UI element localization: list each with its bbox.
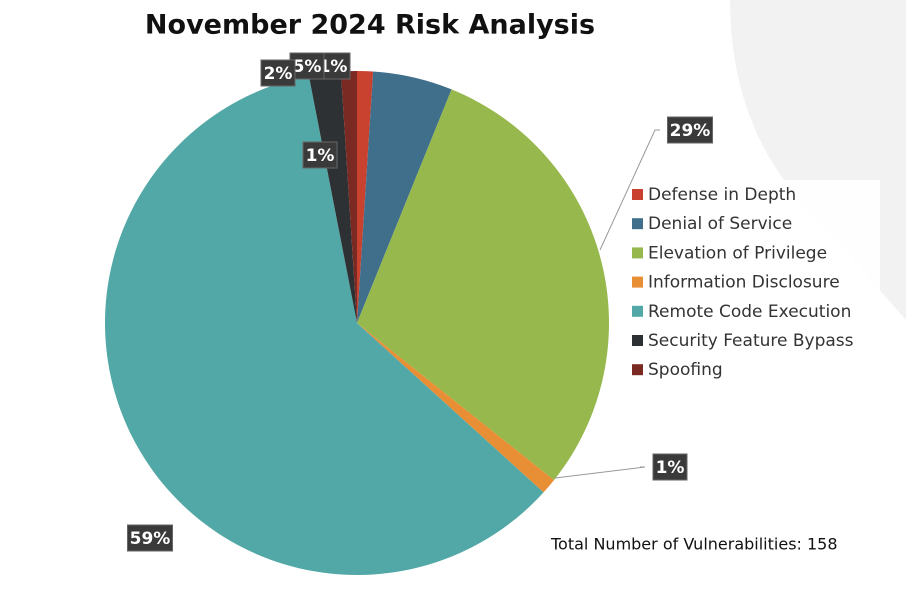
legend-swatch <box>632 276 643 288</box>
legend-label: Spoofing <box>648 360 723 380</box>
data-label: 1% <box>306 146 335 166</box>
data-label: 1% <box>656 458 685 478</box>
legend-swatch <box>632 218 643 230</box>
legend-swatch <box>632 364 643 376</box>
label-box <box>289 52 325 80</box>
label-box <box>260 59 296 87</box>
legend-label: Information Disclosure <box>648 273 840 293</box>
legend-label: Elevation of Privilege <box>648 243 827 263</box>
pie-slice <box>105 75 544 575</box>
leader-line <box>554 466 646 479</box>
legend-swatch <box>632 189 643 200</box>
chart-title: November 2024 Risk Analysis <box>145 10 595 41</box>
pie-slice <box>340 71 357 323</box>
data-label: 29% <box>670 121 711 141</box>
legend-label: Defense in Depth <box>648 185 796 205</box>
legend-label: Denial of Service <box>648 214 792 234</box>
data-label: 2% <box>264 64 293 84</box>
legend-box <box>624 180 880 382</box>
pie-slice <box>357 323 555 493</box>
annotation: Total Number of Vulnerabilities: 158 <box>550 535 838 554</box>
leader-line <box>599 129 660 251</box>
data-label: 1% <box>319 57 348 77</box>
pie-slice <box>308 71 357 323</box>
pie-slice <box>357 71 374 323</box>
legend-label: Security Feature Bypass <box>648 331 854 351</box>
data-label: 5% <box>293 57 322 77</box>
label-box <box>302 141 338 169</box>
label-box <box>127 524 173 552</box>
pie-slice <box>357 89 610 481</box>
label-box <box>667 116 713 144</box>
label-box <box>652 453 688 481</box>
data-label: 59% <box>130 529 171 549</box>
legend-swatch <box>632 335 643 346</box>
legend-swatch <box>632 247 643 259</box>
legend-swatch <box>632 305 643 317</box>
pie-slice <box>357 71 452 323</box>
legend-label: Remote Code Execution <box>648 302 851 322</box>
